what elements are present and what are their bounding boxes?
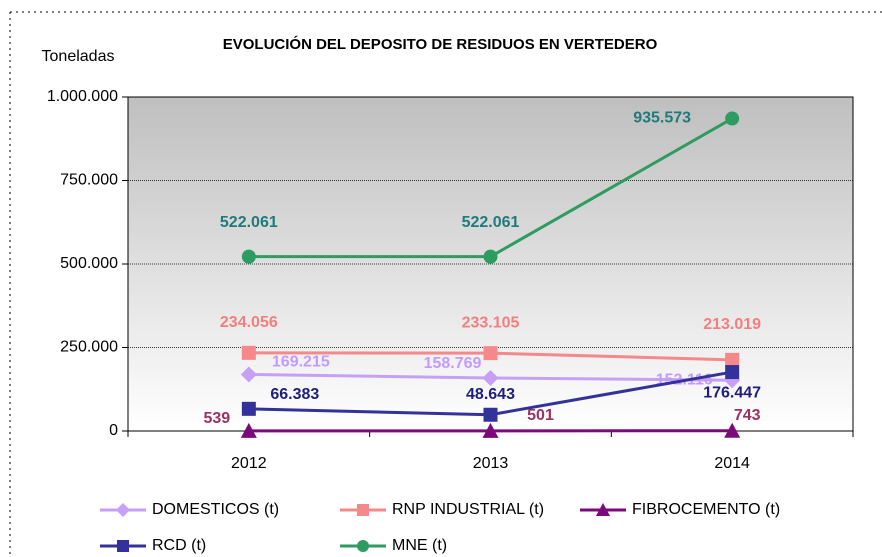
- data-label: 176.447: [703, 384, 761, 401]
- marker: [483, 407, 498, 422]
- data-label: 539: [203, 410, 230, 427]
- y-tick-label: 500.000: [60, 255, 118, 272]
- legend-marker: [357, 504, 369, 516]
- data-label: 66.383: [270, 386, 319, 403]
- marker: [240, 366, 257, 383]
- legend-label: FIBROCEMENTO (t): [632, 501, 780, 518]
- x-tick-label: 2014: [714, 455, 750, 472]
- marker: [725, 352, 740, 367]
- y-tick-label: 250.000: [60, 339, 118, 356]
- data-label: 233.105: [462, 314, 520, 331]
- x-tick-label: 2013: [473, 455, 509, 472]
- x-tick-label: 2012: [231, 455, 267, 472]
- marker: [482, 422, 499, 438]
- y-tick-label: 1.000.000: [47, 88, 118, 105]
- y-axis-label: Toneladas: [42, 48, 115, 65]
- marker: [241, 401, 256, 416]
- marker: [241, 345, 256, 360]
- marker: [725, 365, 740, 380]
- legend-label: MNE (t): [392, 537, 447, 554]
- legend-label: RNP INDUSTRIAL (t): [392, 501, 544, 518]
- legend-marker: [116, 503, 130, 517]
- data-label: 522.061: [462, 214, 520, 231]
- legend-label: RCD (t): [152, 537, 206, 554]
- data-label: 935.573: [633, 110, 691, 127]
- legend-label: DOMESTICOS (t): [152, 501, 279, 518]
- chart-title: EVOLUCIÓN DEL DEPOSITO DE RESIDUOS EN VE…: [223, 35, 658, 53]
- marker: [240, 422, 257, 438]
- y-tick-label: 0: [109, 422, 118, 439]
- marker: [724, 422, 741, 438]
- y-tick-label: 750.000: [60, 172, 118, 189]
- data-label: 213.019: [703, 316, 761, 333]
- legend-marker: [596, 503, 610, 516]
- data-label: 48.643: [466, 386, 515, 403]
- data-label: 234.056: [220, 314, 278, 331]
- marker: [482, 369, 499, 386]
- data-label: 501: [527, 407, 554, 424]
- data-label: 158.769: [424, 355, 482, 372]
- data-label: 743: [734, 407, 761, 424]
- legend-marker: [117, 540, 129, 552]
- marker: [725, 111, 740, 126]
- data-label: 169.215: [272, 354, 330, 371]
- marker: [483, 346, 498, 361]
- marker: [241, 249, 256, 264]
- data-label: 522.061: [220, 214, 278, 231]
- legend-marker: [357, 540, 369, 552]
- marker: [483, 249, 498, 264]
